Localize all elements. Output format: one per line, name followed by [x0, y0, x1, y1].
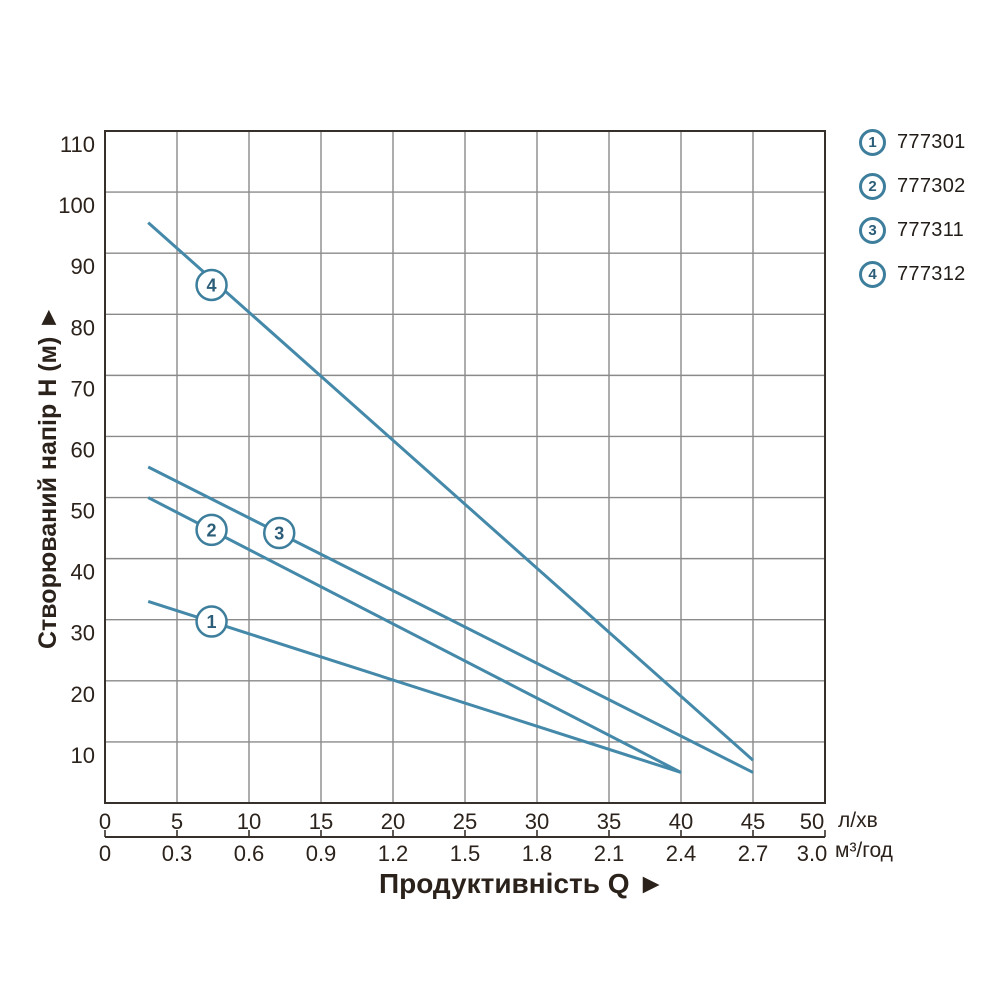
x-tick-label-secondary: 2.4 [666, 841, 697, 866]
x-tick-label-primary: 10 [237, 809, 261, 834]
y-tick-label: 90 [71, 254, 95, 279]
x-tick-label-secondary: 2.1 [594, 841, 625, 866]
curve-series-4 [147, 221, 754, 762]
legend-series-1-marker: 1 [859, 129, 886, 156]
x-axis-unit-primary: л/хв [838, 809, 878, 832]
y-tick-label: 10 [71, 743, 95, 768]
legend-item: 3 777311 [859, 217, 966, 244]
y-tick-label: 30 [71, 621, 95, 646]
curve-marker-circle-2 [195, 513, 228, 547]
curve-series-1 [147, 599, 682, 774]
y-tick-label: 70 [71, 376, 95, 401]
curve-marker-circle-3 [262, 516, 296, 550]
x-axis-title: Продуктивність Q ► [379, 868, 665, 899]
x-tick-label-primary: 35 [597, 809, 621, 834]
x-tick-label-secondary: 3.0 [797, 841, 828, 866]
y-tick-label: 110 [60, 132, 95, 157]
x-tick-label-secondary: 1.5 [450, 841, 481, 866]
y-tick-label: 50 [71, 499, 95, 524]
x-tick-label-secondary: 1.2 [378, 841, 409, 866]
x-tick-label-primary: 50 [800, 809, 824, 834]
plot-border [104, 130, 826, 804]
x-tick-label-primary: 40 [669, 809, 693, 834]
curve-marker-number-1: 1 [207, 612, 217, 632]
x-tick-label-primary: 20 [381, 809, 405, 834]
y-tick-label: 100 [58, 193, 95, 218]
x-tick-label-secondary: 1.8 [522, 841, 553, 866]
legend-series-3-code: 777311 [897, 219, 965, 241]
legend-item: 2 777302 [859, 173, 966, 200]
x-tick-label-primary: 25 [453, 809, 477, 834]
legend-series-4-code: 777312 [897, 263, 966, 285]
x-tick-label-primary: 30 [525, 809, 549, 834]
legend-series-1-code: 777301 [897, 131, 966, 153]
x-tick-label-primary: 5 [171, 809, 183, 834]
x-tick-label-secondary: 2.7 [738, 841, 769, 866]
y-tick-label: 80 [71, 315, 95, 340]
curve-marker-number-2: 2 [207, 520, 217, 540]
x-tick-label-primary: 15 [309, 809, 333, 834]
curve-marker-number-4: 4 [207, 275, 217, 295]
curve-marker-number-3: 3 [274, 523, 284, 543]
y-tick-label: 60 [71, 437, 95, 462]
x-tick-label-secondary: 0.3 [162, 841, 193, 866]
curve-marker-circle-1 [195, 605, 228, 638]
legend-item: 4 777312 [859, 261, 966, 288]
y-tick-label: 40 [71, 560, 95, 585]
y-tick-label: 20 [71, 682, 95, 707]
x-tick-label-secondary: 0.6 [234, 841, 265, 866]
legend: 1 777301 2 777302 3 777311 4 777312 [859, 129, 966, 305]
x-tick-label-secondary: 0 [99, 841, 111, 866]
curve-series-3 [147, 465, 754, 774]
legend-series-2-code: 777302 [897, 175, 966, 197]
curve-marker-circle-4 [195, 268, 228, 302]
curve-series-2 [147, 496, 682, 774]
legend-item: 1 777301 [859, 129, 966, 156]
x-tick-label-primary: 0 [99, 809, 111, 834]
x-tick-label-primary: 45 [741, 809, 765, 834]
legend-series-4-marker: 4 [859, 261, 886, 288]
y-axis-title: Створюваний напір H (м) ► [34, 305, 62, 649]
legend-series-3-marker: 3 [859, 217, 886, 244]
x-axis-unit-secondary: м³/год [835, 839, 893, 862]
x-tick-label-secondary: 0.9 [306, 841, 337, 866]
legend-series-2-marker: 2 [859, 173, 886, 200]
